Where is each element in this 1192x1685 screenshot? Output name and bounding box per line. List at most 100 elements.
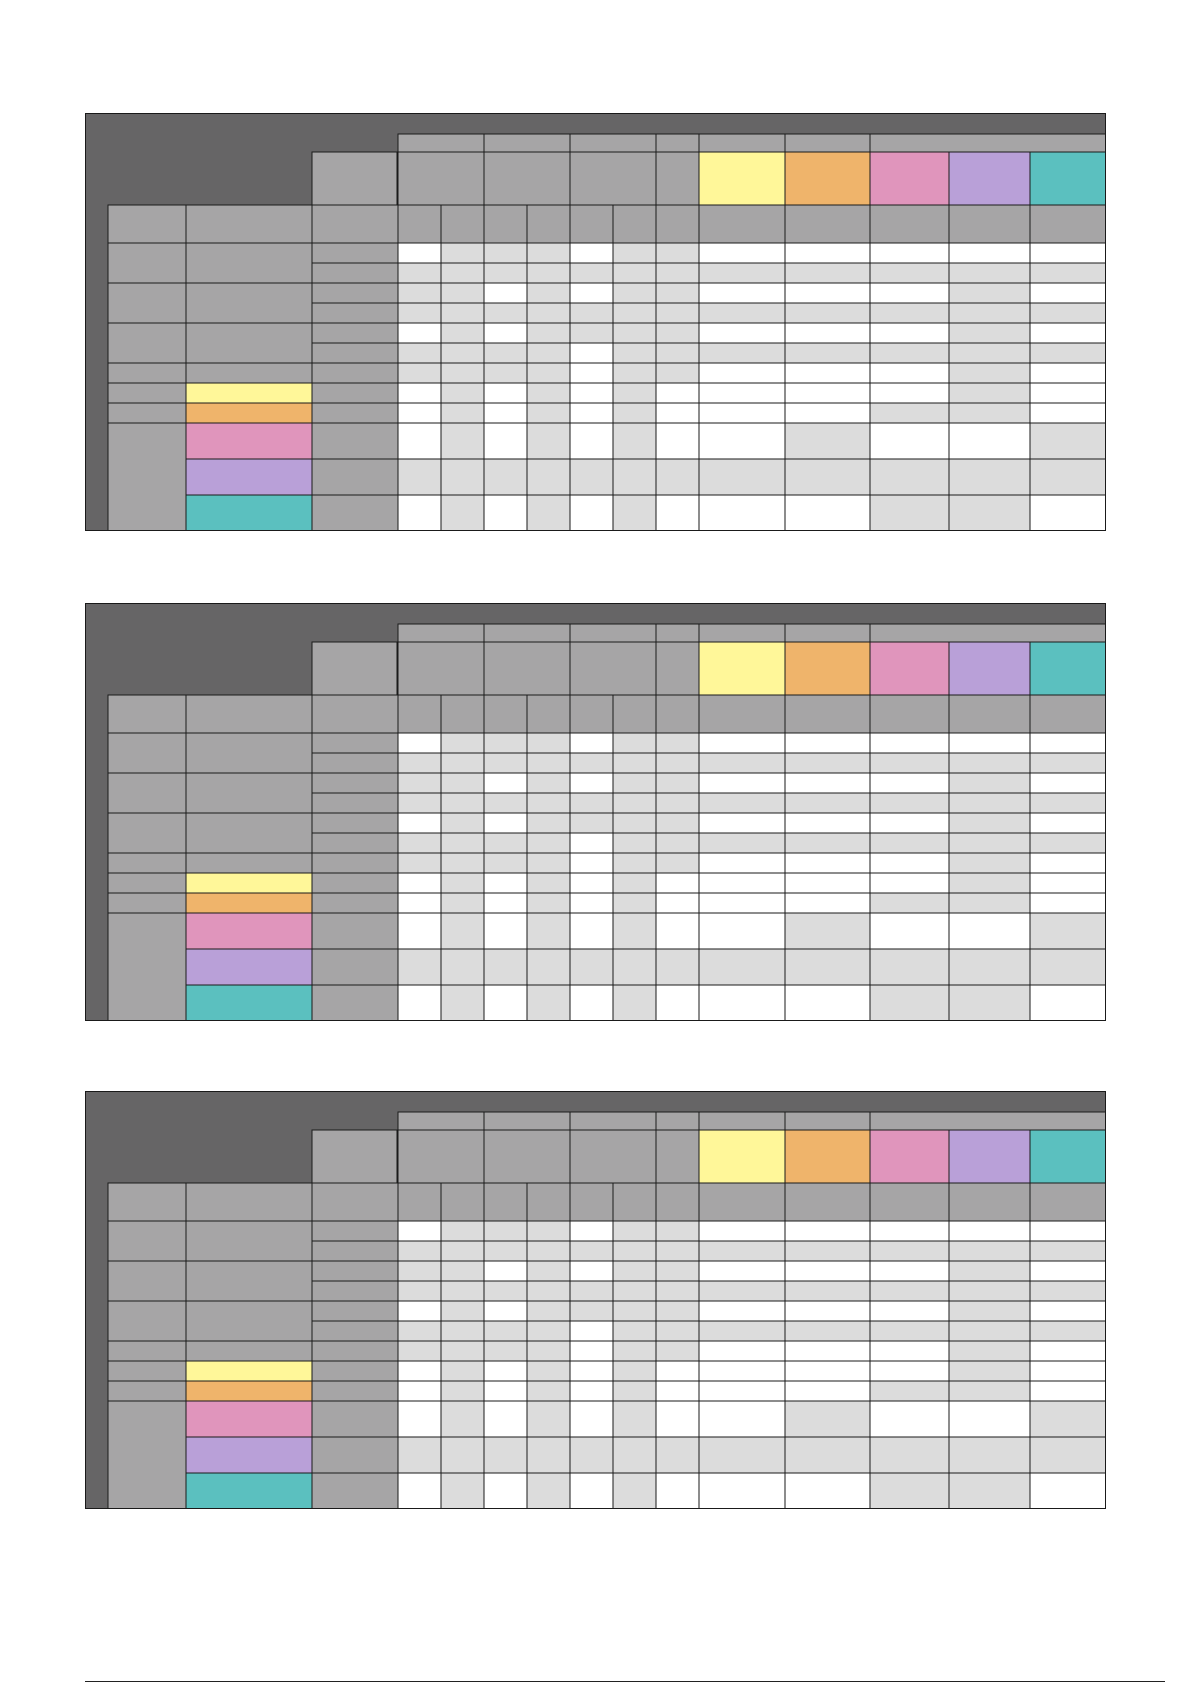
cell-r12-c6 (612, 984, 657, 1021)
cell-r5-c8 (698, 812, 786, 834)
cell-r5-c6 (612, 1300, 657, 1322)
cell-r1-c6 (612, 1220, 657, 1242)
header-subgroup-2 (483, 151, 571, 206)
cell-r5-c3 (483, 812, 528, 834)
row-label-pink (185, 912, 313, 950)
cell-r5-c12 (1029, 322, 1106, 344)
row-label-purple (185, 948, 313, 986)
cell-r10-c6 (612, 422, 657, 460)
cell-r12-c2 (440, 984, 485, 1021)
header-color-orange (784, 641, 871, 696)
cell-r1-c11 (948, 732, 1031, 754)
cell-r12-c1 (397, 984, 442, 1021)
cell-r3-c2 (440, 1260, 485, 1282)
cell-r11-c6 (612, 948, 657, 986)
header-group-1 (397, 1111, 485, 1131)
cell-r5-c4 (526, 1300, 571, 1322)
cell-r1-c9 (784, 1220, 871, 1242)
header-group-3 (569, 133, 657, 153)
cell-r9-c3 (483, 892, 528, 914)
cell-r4-c2 (440, 1280, 485, 1302)
cell-r8-c12 (1029, 382, 1106, 404)
cell-r2-c9 (784, 752, 871, 774)
cell-r12-c4 (526, 494, 571, 531)
header-top-strip (398, 1091, 1106, 1112)
col-header-c (311, 204, 399, 244)
cell-r5-c7 (655, 812, 700, 834)
cell-r10-c12 (1029, 1400, 1106, 1438)
col-header-value-4 (526, 204, 571, 244)
cell-r10-c12 (1029, 912, 1106, 950)
cell-r4-c5 (569, 302, 614, 324)
cell-r6-c12 (1029, 1320, 1106, 1342)
cell-r1-c12 (1029, 1220, 1106, 1242)
cell-r9-c8 (698, 1380, 786, 1402)
col-header-value-8 (698, 204, 786, 244)
header-group-7 (869, 133, 1106, 153)
cell-r11-c5 (569, 948, 614, 986)
cell-r4-c2 (440, 302, 485, 324)
cell-r4-c6 (612, 792, 657, 814)
cell-r2-c5 (569, 752, 614, 774)
cell-r9-c12 (1029, 1380, 1106, 1402)
cell-r11-c1 (397, 458, 442, 496)
cell-r8-c12 (1029, 872, 1106, 894)
cell-r9-c11 (948, 1380, 1031, 1402)
cell-r7-c2 (440, 1340, 485, 1362)
cell-r5-c5 (569, 812, 614, 834)
cell-r5-c9 (784, 322, 871, 344)
cell-r7-c11 (948, 1340, 1031, 1362)
cell-r1-c7 (655, 732, 700, 754)
cell-r11-c4 (526, 948, 571, 986)
row-label-c-1 (311, 1220, 399, 1242)
cell-r1-c4 (526, 242, 571, 264)
header-label-cell (311, 151, 398, 206)
cell-r6-c10 (869, 832, 950, 854)
cell-r3-c1 (397, 282, 442, 304)
cell-r12-c3 (483, 984, 528, 1021)
cell-r1-c8 (698, 242, 786, 264)
cell-r12-c1 (397, 494, 442, 531)
cell-r10-c2 (440, 422, 485, 460)
cell-r8-c8 (698, 872, 786, 894)
cell-r8-c12 (1029, 1360, 1106, 1382)
cell-r11-c11 (948, 1436, 1031, 1474)
cell-r9-c2 (440, 892, 485, 914)
header-color-purple (948, 641, 1031, 696)
cell-r4-c8 (698, 1280, 786, 1302)
cell-r1-c8 (698, 1220, 786, 1242)
header-subgroup-3 (569, 641, 657, 696)
col-header-a (107, 1182, 187, 1222)
col-header-value-6 (612, 694, 657, 734)
cell-r10-c8 (698, 912, 786, 950)
header-color-purple (948, 151, 1031, 206)
cell-r7-c10 (869, 852, 950, 874)
cell-r5-c2 (440, 1300, 485, 1322)
cell-r8-c2 (440, 872, 485, 894)
header-group-6 (784, 623, 871, 643)
header-color-teal (1029, 1129, 1106, 1184)
col-header-value-7 (655, 694, 700, 734)
cell-r9-c7 (655, 1380, 700, 1402)
cell-r3-c9 (784, 772, 871, 794)
cell-r4-c4 (526, 302, 571, 324)
cell-r4-c12 (1029, 1280, 1106, 1302)
col-header-a (107, 694, 187, 734)
cell-r2-c4 (526, 1240, 571, 1262)
row-label-c-8 (311, 1360, 399, 1382)
cell-r8-c9 (784, 382, 871, 404)
col-header-value-1 (397, 1182, 442, 1222)
cell-r11-c10 (869, 1436, 950, 1474)
cell-r5-c4 (526, 322, 571, 344)
row-group-a-6 (107, 892, 187, 914)
table-3 (85, 1091, 1106, 1509)
table-border (85, 113, 1106, 531)
cell-r10-c2 (440, 912, 485, 950)
cell-r3-c9 (784, 282, 871, 304)
cell-r7-c11 (948, 852, 1031, 874)
row-label-c-5 (311, 322, 399, 344)
header-subgroup-1 (397, 151, 485, 206)
header-color-pink (869, 641, 950, 696)
cell-r1-c8 (698, 732, 786, 754)
cell-r12-c7 (655, 494, 700, 531)
